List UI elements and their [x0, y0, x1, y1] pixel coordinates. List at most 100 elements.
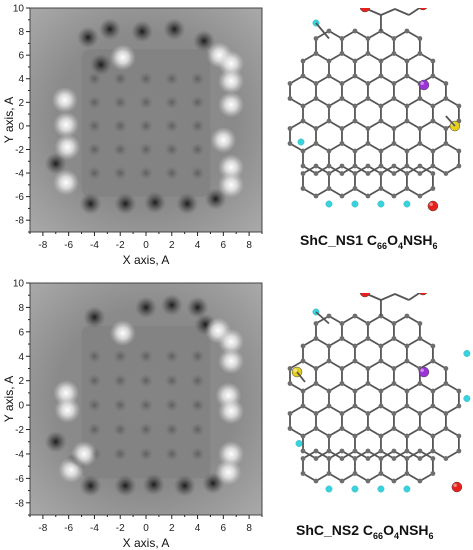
bond: [380, 382, 395, 392]
x-axis-label: X axis, A: [123, 253, 170, 267]
heatmap-dark-spot: [89, 53, 112, 76]
carbon-atom: [404, 448, 410, 454]
y-tick-label: -4: [15, 449, 24, 460]
carbon-atom: [352, 103, 358, 109]
formula-element: O: [387, 232, 398, 248]
bond: [328, 360, 343, 370]
bond: [393, 405, 408, 415]
caption-label: ShC_NS1: [300, 232, 367, 248]
carbon-atom: [326, 58, 332, 64]
bond: [367, 52, 382, 62]
carbon-atom: [417, 193, 423, 199]
carbon-atom: [443, 366, 449, 371]
carbon-atom: [443, 126, 449, 131]
carbon-atom: [430, 58, 436, 64]
carbon-atom: [443, 96, 449, 101]
bond: [328, 315, 343, 325]
carbon-atom: [352, 73, 358, 79]
formula-subscript: 66: [377, 240, 388, 251]
heatmap-dark-spot: [98, 18, 121, 41]
bond: [380, 8, 396, 16]
bond: [380, 75, 395, 85]
y-tick-label: 6: [18, 327, 24, 338]
formula-subscript: 66: [373, 530, 384, 541]
bond: [328, 120, 343, 130]
oxygen-atom: [418, 293, 428, 296]
y-tick-label: 10: [13, 279, 25, 290]
carbon-atom: [391, 478, 397, 484]
carbon-atom: [326, 403, 332, 409]
heatmap-minor-spot: [113, 422, 128, 437]
hydrogen-atom: [351, 200, 359, 208]
carbon-atom: [430, 73, 436, 79]
carbon-atom: [352, 448, 358, 454]
nitrogen-atom-highlight: [420, 81, 424, 85]
carbon-atom: [391, 448, 397, 454]
carbon-atom: [365, 478, 371, 484]
bond: [432, 450, 447, 460]
bond: [432, 75, 447, 85]
carbon-atom: [378, 118, 384, 124]
y-tick-label: 2: [18, 98, 24, 109]
heatmap-bright-spot: [71, 440, 98, 467]
bond: [354, 382, 369, 392]
bond: [419, 472, 434, 482]
oxygen-atom: [359, 8, 371, 13]
heatmap-minor-spot: [190, 71, 205, 86]
heatmap-minor-spot: [164, 398, 179, 413]
bond: [419, 142, 434, 152]
caption-bottom: ShC_NS2 C66O4NSH6: [296, 522, 434, 541]
bond: [341, 337, 356, 347]
carbon-atom: [300, 148, 306, 154]
bond: [406, 120, 421, 130]
x-tick-label: 6: [221, 240, 227, 251]
carbon-atom: [378, 343, 384, 349]
carbon-atom: [365, 193, 371, 199]
oxygen-atom-highlight: [453, 483, 457, 487]
carbon-atom: [391, 456, 397, 461]
carbon-atom: [313, 321, 319, 326]
carbon-atom: [391, 81, 397, 86]
molecule-structure-top: [287, 8, 462, 212]
heatmap-minor-spot: [164, 349, 179, 364]
carbon-atom: [365, 163, 371, 169]
hydrogen-atom: [463, 395, 471, 402]
heatmap-bright-spot: [210, 127, 237, 154]
carbon-atom: [313, 51, 319, 56]
carbon-atom: [287, 426, 293, 431]
carbon-atom: [404, 403, 410, 409]
heatmap-minor-spot: [139, 422, 153, 437]
bond: [341, 315, 356, 325]
bond: [393, 187, 408, 197]
carbon-atom: [287, 411, 293, 416]
heatmap-dark-spot: [79, 474, 102, 497]
carbon-atom: [313, 366, 319, 371]
heatmap-bright-spot: [53, 111, 80, 138]
bond: [445, 450, 460, 460]
bond: [315, 52, 330, 62]
heatmap-dark-spot: [135, 296, 157, 319]
bond: [406, 382, 421, 392]
carbon-atom: [404, 148, 410, 154]
bond: [367, 450, 382, 460]
carbon-atom: [300, 448, 306, 454]
sulfur-atom-highlight: [293, 368, 297, 372]
heatmap-minor-spot: [113, 373, 128, 388]
carbon-atom: [339, 81, 345, 86]
bond: [315, 187, 330, 197]
carbon-atom: [287, 381, 293, 386]
bond: [432, 142, 447, 152]
carbon-atom: [430, 163, 436, 169]
carbon-atom: [417, 456, 423, 461]
bond: [393, 337, 408, 347]
carbon-atom: [339, 381, 345, 386]
bond: [419, 337, 434, 347]
carbon-atom: [391, 411, 397, 416]
heatmap-minor-spot: [190, 95, 205, 110]
bond: [315, 142, 330, 152]
carbon-atom: [300, 433, 306, 439]
carbon-atom: [391, 36, 397, 41]
x-axis-label: X axis, A: [123, 536, 170, 550]
heatmap-minor-spot: [190, 446, 205, 461]
x-tick-label: 8: [246, 523, 252, 534]
